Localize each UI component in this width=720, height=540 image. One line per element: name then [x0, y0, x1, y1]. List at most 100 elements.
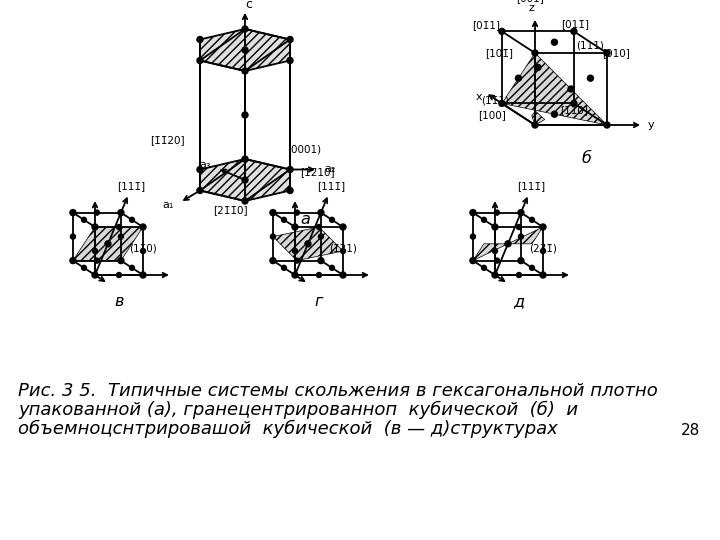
- Circle shape: [340, 272, 346, 278]
- Circle shape: [294, 258, 300, 263]
- Text: а: а: [300, 213, 310, 227]
- Circle shape: [105, 241, 111, 247]
- Circle shape: [516, 75, 521, 81]
- Circle shape: [470, 258, 476, 264]
- Circle shape: [92, 224, 98, 230]
- Circle shape: [340, 224, 346, 230]
- Circle shape: [81, 217, 86, 222]
- Circle shape: [242, 26, 248, 32]
- Circle shape: [292, 272, 298, 278]
- Circle shape: [604, 50, 610, 56]
- Circle shape: [287, 37, 293, 43]
- Circle shape: [552, 111, 557, 117]
- Circle shape: [571, 100, 577, 106]
- Text: в: в: [114, 294, 124, 309]
- Text: [01̄1]: [01̄1]: [472, 21, 500, 30]
- Circle shape: [270, 210, 276, 215]
- Circle shape: [317, 225, 322, 230]
- Text: (111): (111): [577, 40, 604, 50]
- Circle shape: [330, 217, 335, 222]
- Polygon shape: [473, 227, 543, 261]
- Circle shape: [499, 29, 505, 35]
- Circle shape: [197, 57, 203, 64]
- Circle shape: [242, 68, 248, 74]
- Circle shape: [130, 217, 135, 222]
- Circle shape: [492, 272, 498, 278]
- Text: z: z: [528, 3, 534, 14]
- Text: г: г: [315, 294, 323, 309]
- Circle shape: [318, 234, 323, 239]
- Circle shape: [70, 258, 76, 264]
- Circle shape: [140, 248, 145, 253]
- Text: [111̄]: [111̄]: [517, 181, 545, 191]
- Circle shape: [470, 234, 475, 239]
- Circle shape: [495, 210, 500, 215]
- Circle shape: [292, 248, 297, 253]
- Text: [1̄1̄20]: [1̄1̄20]: [150, 135, 184, 145]
- Circle shape: [130, 265, 135, 271]
- Text: б: б: [581, 151, 591, 166]
- Circle shape: [495, 258, 500, 263]
- Text: (1̄1̄1): (1̄1̄1): [482, 96, 509, 106]
- Circle shape: [71, 234, 76, 239]
- Circle shape: [197, 187, 203, 193]
- Circle shape: [482, 265, 487, 271]
- Circle shape: [318, 210, 324, 215]
- Text: 28: 28: [680, 423, 700, 438]
- Circle shape: [541, 248, 546, 253]
- Text: y: y: [647, 120, 654, 130]
- Circle shape: [305, 241, 311, 247]
- Text: д: д: [513, 294, 525, 309]
- Circle shape: [535, 64, 541, 70]
- Text: [111̄]: [111̄]: [317, 181, 345, 191]
- Circle shape: [242, 112, 248, 118]
- Circle shape: [287, 187, 293, 193]
- Circle shape: [540, 224, 546, 230]
- Circle shape: [516, 225, 521, 230]
- Polygon shape: [273, 227, 343, 261]
- Circle shape: [317, 273, 322, 278]
- Circle shape: [271, 234, 276, 239]
- Circle shape: [282, 217, 287, 222]
- Text: [001]: [001]: [516, 0, 544, 3]
- Text: c: c: [246, 0, 253, 10]
- Circle shape: [287, 57, 293, 64]
- Circle shape: [242, 177, 248, 183]
- Circle shape: [118, 234, 123, 239]
- Circle shape: [197, 166, 203, 172]
- Text: [21̄1̄0]: [21̄1̄0]: [212, 205, 247, 215]
- Circle shape: [532, 50, 538, 56]
- Circle shape: [81, 265, 86, 271]
- Circle shape: [516, 273, 521, 278]
- Circle shape: [242, 47, 248, 53]
- Text: [111̄]: [111̄]: [117, 181, 145, 191]
- Circle shape: [118, 210, 124, 215]
- Circle shape: [492, 224, 498, 230]
- Circle shape: [518, 210, 524, 215]
- Circle shape: [242, 156, 248, 162]
- Circle shape: [140, 272, 146, 278]
- Text: (11̄0): (11̄0): [129, 244, 157, 254]
- Circle shape: [330, 265, 335, 271]
- Text: Рис. 3 5.  Типичные системы скольжения в гексагональной плотно: Рис. 3 5. Типичные системы скольжения в …: [18, 382, 658, 400]
- Text: упакованной (а), гранецентрированнoп  кубической  (б)  и: упакованной (а), гранецентрированнoп куб…: [18, 401, 578, 419]
- Text: a₁: a₁: [162, 199, 174, 210]
- Circle shape: [529, 265, 534, 271]
- Circle shape: [294, 210, 300, 215]
- Text: x: x: [475, 91, 482, 102]
- Circle shape: [532, 122, 538, 128]
- Circle shape: [318, 258, 324, 264]
- Circle shape: [92, 248, 97, 253]
- Text: [12̄10]: [12̄10]: [300, 167, 334, 177]
- Text: (0001): (0001): [287, 145, 321, 155]
- Circle shape: [499, 100, 505, 106]
- Circle shape: [287, 166, 293, 172]
- Circle shape: [117, 273, 122, 278]
- Circle shape: [568, 86, 574, 92]
- Text: [101̄]: [101̄]: [485, 48, 513, 58]
- Circle shape: [518, 258, 524, 264]
- Text: [010]: [010]: [602, 48, 629, 58]
- Circle shape: [518, 234, 523, 239]
- Polygon shape: [200, 29, 290, 71]
- Text: a₂: a₂: [324, 165, 336, 174]
